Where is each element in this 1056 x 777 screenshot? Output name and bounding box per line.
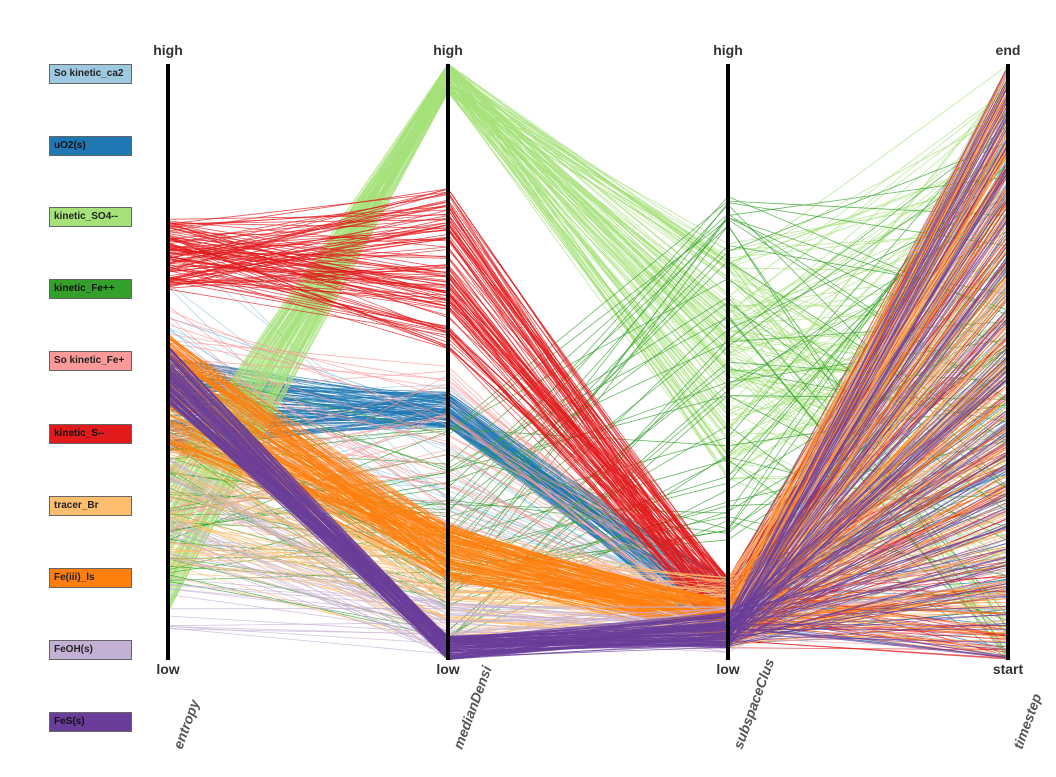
polyline-kinetic_SO4-- bbox=[167, 65, 1009, 607]
polyline-kinetic_S-- bbox=[167, 237, 1009, 635]
polyline-FeOH(s) bbox=[167, 367, 1009, 635]
axis-bottom-label: low bbox=[156, 661, 179, 677]
legend-item[interactable]: kinetic_Fe++ bbox=[49, 279, 132, 299]
axis-bottom-label: start bbox=[993, 661, 1024, 677]
polyline-FeS(s) bbox=[167, 356, 1009, 641]
polyline-Fe(iii)_ls bbox=[167, 330, 1009, 638]
polyline-FeS(s) bbox=[167, 383, 1009, 660]
polyline-FeS(s) bbox=[167, 378, 1009, 655]
polyline-uO2(s) bbox=[167, 394, 1009, 614]
polyline-kinetic_S-- bbox=[167, 165, 1009, 580]
polyline-kinetic_Fe++ bbox=[167, 143, 1009, 559]
polyline-kinetic_SO4-- bbox=[167, 86, 1009, 554]
polyline-uO2(s) bbox=[167, 410, 1009, 644]
polyline-FeS(s) bbox=[167, 144, 1009, 645]
axis-name[interactable]: entropy bbox=[170, 696, 203, 751]
polyline-Fe(iii)_ls bbox=[167, 403, 1009, 651]
polyline-Fe(iii)_ls bbox=[167, 130, 1009, 621]
polyline-Fe(iii)_ls bbox=[167, 354, 1009, 618]
polyline-FeOH(s) bbox=[167, 212, 1009, 618]
legend-item[interactable]: Fe(iii)_ls bbox=[49, 568, 132, 588]
polyline-FeS(s) bbox=[167, 111, 1009, 658]
polyline-kinetic_Fe++ bbox=[167, 217, 1009, 585]
polyline-kinetic_S-- bbox=[167, 252, 1009, 636]
legend-item[interactable]: So kinetic_Fe+ bbox=[49, 351, 132, 371]
polyline-FeS(s) bbox=[167, 349, 1009, 646]
polyline-FeS(s) bbox=[167, 398, 1009, 640]
polyline-kinetic_S-- bbox=[167, 239, 1009, 651]
polyline-FeS(s) bbox=[167, 372, 1009, 637]
axis-top-label: high bbox=[153, 42, 183, 58]
polyline-kinetic_SO4-- bbox=[167, 90, 1009, 516]
polyline-kinetic_Fe++ bbox=[167, 200, 1009, 541]
legend-item[interactable]: So kinetic_ca2 bbox=[49, 64, 132, 84]
polyline-kinetic_S-- bbox=[167, 243, 1009, 587]
polyline-FeS(s) bbox=[167, 110, 1009, 647]
polyline-kinetic_Fe++ bbox=[167, 219, 1009, 436]
polyline-kinetic_S-- bbox=[167, 270, 1009, 591]
polyline-FeS(s) bbox=[167, 364, 1009, 642]
polyline-kinetic_SO4-- bbox=[167, 87, 1009, 487]
polyline-kinetic_SO4-- bbox=[167, 84, 1009, 543]
polyline-Fe(iii)_ls bbox=[167, 205, 1009, 617]
polyline-FeS(s) bbox=[167, 367, 1009, 647]
polyline-FeOH(s) bbox=[167, 279, 1009, 626]
polyline-kinetic_S-- bbox=[167, 188, 1009, 592]
legend-item[interactable]: tracer_Br bbox=[49, 496, 132, 516]
legend-item[interactable]: uO2(s) bbox=[49, 136, 132, 156]
polyline-kinetic_Fe++ bbox=[167, 108, 1009, 530]
legend-item[interactable]: FeOH(s) bbox=[49, 640, 132, 660]
polyline-FeS(s) bbox=[167, 360, 1009, 659]
polyline-kinetic_SO4-- bbox=[167, 63, 1009, 474]
polyline-Fe(iii)_ls bbox=[167, 240, 1009, 626]
polyline-Fe(iii)_ls bbox=[167, 370, 1009, 615]
polyline-kinetic_SO4-- bbox=[167, 73, 1009, 612]
polyline-FeS(s) bbox=[167, 174, 1009, 640]
axis-top-label: end bbox=[996, 42, 1021, 58]
polyline-kinetic_S-- bbox=[167, 281, 1009, 636]
polyline-kinetic_SO4-- bbox=[167, 70, 1009, 532]
polyline-kinetic_S-- bbox=[167, 202, 1009, 579]
legend: So kinetic_ca2 uO2(s) kinetic_SO4--kinetic… bbox=[49, 0, 134, 777]
axis-bottom-label: low bbox=[716, 661, 739, 677]
legend-item[interactable]: kinetic_SO4-- bbox=[49, 207, 132, 227]
polyline-FeS(s) bbox=[167, 346, 1009, 641]
polyline-kinetic_S-- bbox=[167, 201, 1009, 632]
polyline-FeS(s) bbox=[167, 359, 1009, 641]
polyline-kinetic_S-- bbox=[167, 191, 1009, 635]
polyline-Fe(iii)_ls bbox=[167, 348, 1009, 608]
axis-top-label: high bbox=[433, 42, 463, 58]
polyline-kinetic_SO4-- bbox=[167, 70, 1009, 476]
polylines bbox=[167, 63, 1009, 661]
legend-item[interactable]: FeS(s) bbox=[49, 712, 132, 732]
polyline-kinetic_S-- bbox=[167, 229, 1009, 605]
polyline-Fe(iii)_ls bbox=[167, 395, 1009, 635]
polyline-Fe(iii)_ls bbox=[167, 346, 1009, 632]
polyline-Fe(iii)_ls bbox=[167, 123, 1009, 606]
legend-item[interactable]: kinetic_S-- bbox=[49, 424, 132, 444]
polyline-kinetic_S-- bbox=[167, 248, 1009, 611]
polyline-FeOH(s) bbox=[167, 570, 1009, 609]
polyline-FeS(s) bbox=[167, 308, 1009, 650]
axis-name[interactable]: timestep bbox=[1010, 691, 1045, 751]
axis-top-label: high bbox=[713, 42, 743, 58]
polyline-kinetic_S-- bbox=[167, 238, 1009, 660]
polyline-kinetic_S-- bbox=[167, 223, 1009, 635]
polyline-Fe(iii)_ls bbox=[167, 414, 1009, 630]
polyline-So kinetic_Fe+ bbox=[167, 379, 1009, 620]
axis-bottom-label: low bbox=[436, 661, 459, 677]
polyline-Fe(iii)_ls bbox=[167, 345, 1009, 617]
